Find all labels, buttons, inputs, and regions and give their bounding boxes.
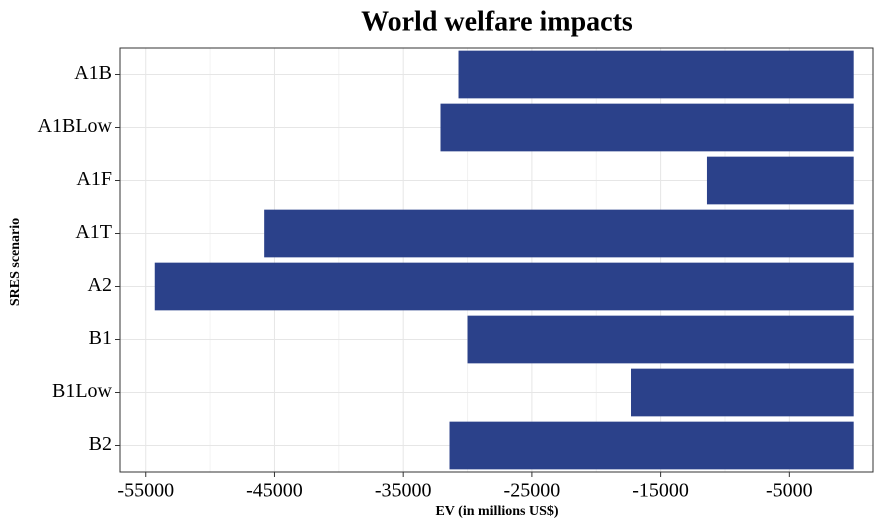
chart-title: World welfare impacts	[361, 6, 633, 37]
y-tick-label: A1BLow	[38, 115, 113, 137]
x-tick-label: -5000	[766, 480, 813, 502]
bar	[264, 209, 854, 258]
y-tick-label: B2	[89, 433, 112, 455]
x-tick-label: -55000	[117, 480, 174, 502]
bar	[631, 368, 854, 417]
bar	[458, 50, 854, 99]
y-tick-label: A2	[88, 274, 112, 296]
y-tick-label: A1F	[76, 168, 112, 190]
x-tick-label: -15000	[632, 480, 689, 502]
y-axis-title: SRES scenario	[8, 218, 23, 306]
bar	[440, 103, 854, 152]
y-tick-label: A1T	[75, 221, 112, 243]
y-tick-label: B1Low	[52, 380, 113, 402]
x-tick-label: -35000	[375, 480, 432, 502]
x-axis-title: EV (in millions US$)	[435, 504, 558, 519]
x-tick-label: -25000	[504, 480, 561, 502]
bar	[449, 421, 854, 470]
y-tick-label: B1	[89, 327, 112, 349]
plot-border	[119, 47, 874, 473]
x-tick-label: -45000	[246, 480, 303, 502]
bar	[154, 262, 854, 311]
bar	[467, 315, 854, 364]
y-tick-label: A1B	[74, 62, 112, 84]
bar	[706, 156, 854, 205]
